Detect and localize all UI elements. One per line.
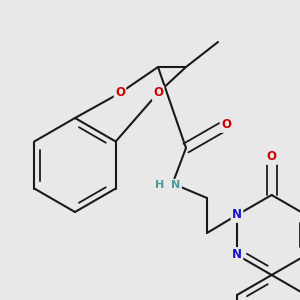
Text: N: N: [171, 180, 181, 190]
Text: N: N: [232, 248, 242, 262]
Text: O: O: [153, 86, 163, 100]
Text: N: N: [232, 248, 242, 262]
Text: O: O: [221, 118, 231, 131]
Text: O: O: [153, 86, 163, 100]
Text: O: O: [221, 118, 231, 131]
Text: O: O: [115, 86, 125, 100]
Text: N: N: [232, 208, 242, 221]
Text: N: N: [232, 208, 242, 221]
Text: O: O: [267, 151, 277, 164]
Text: N: N: [171, 180, 181, 190]
Text: O: O: [267, 151, 277, 164]
Text: H: H: [155, 180, 165, 190]
Text: H: H: [155, 180, 165, 190]
Text: O: O: [115, 86, 125, 100]
